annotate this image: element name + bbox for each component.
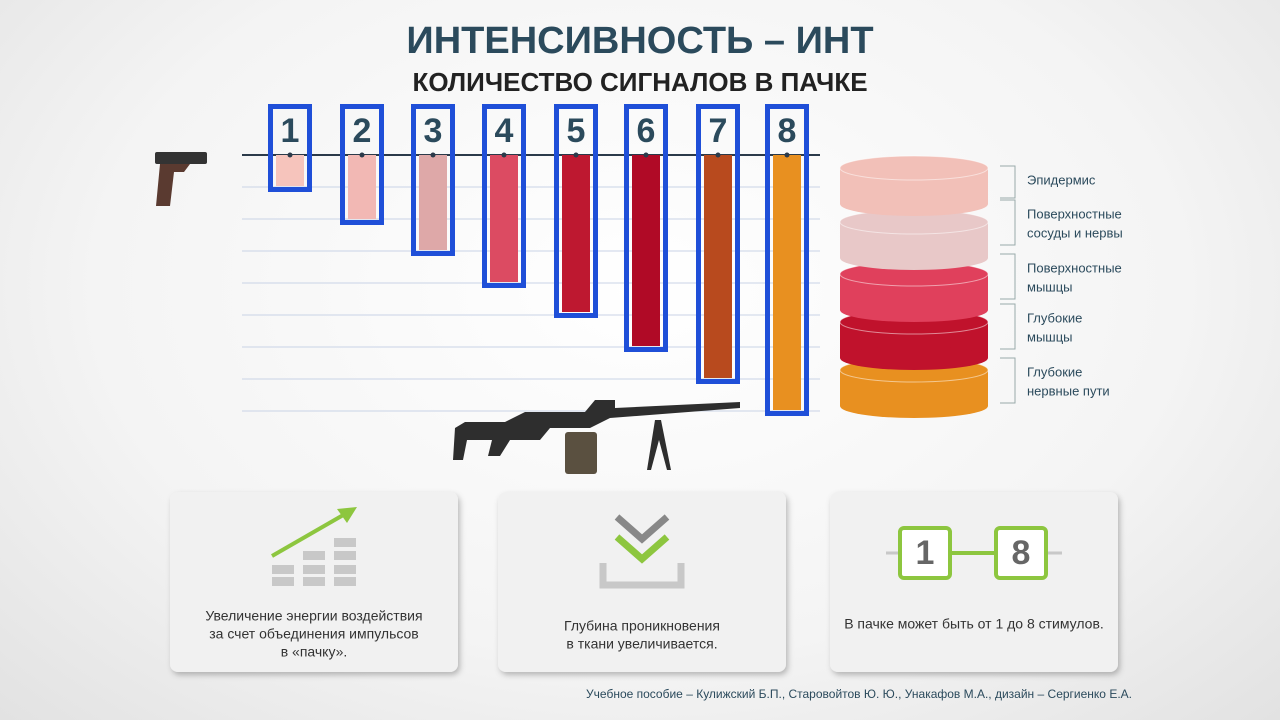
layer-bottom xyxy=(840,298,988,322)
growth-icon xyxy=(271,507,357,586)
bar-number: 5 xyxy=(567,112,586,150)
depth-icon xyxy=(599,514,685,589)
layer-label: сосуды и нервы xyxy=(1027,225,1123,240)
bar-frame xyxy=(765,104,809,416)
machine-gun-icon xyxy=(453,400,740,474)
card xyxy=(830,492,1118,672)
card-text: в ткани увеличивается. xyxy=(566,636,717,652)
layer-label: нервные пути xyxy=(1027,383,1110,398)
layer-bracket xyxy=(1000,165,1016,199)
layer-label: Поверхностные xyxy=(1027,260,1122,275)
bar-dot xyxy=(501,152,507,158)
card-text: Глубина проникновения xyxy=(564,618,720,634)
bar-number: 3 xyxy=(424,112,443,150)
card-text: за счет объединения импульсов xyxy=(209,626,419,642)
layer-label: мышцы xyxy=(1027,279,1073,294)
bar-number: 7 xyxy=(709,112,728,150)
bar-dot xyxy=(573,152,579,158)
bar-number: 1 xyxy=(281,112,300,150)
bar-frame xyxy=(340,104,384,225)
layer-label: Поверхностные xyxy=(1027,206,1122,221)
range-to: 8 xyxy=(1012,534,1031,572)
title: ИНТЕНСИВНОСТЬ – ИНТ xyxy=(406,20,873,62)
bar-dot xyxy=(430,152,436,158)
layer-label: Глубокие xyxy=(1027,310,1082,325)
bar-fill xyxy=(348,155,376,219)
layer-label: Глубокие xyxy=(1027,364,1082,379)
layer-bracket xyxy=(1000,253,1016,300)
layer-bottom xyxy=(840,192,988,216)
bar-dot xyxy=(359,152,365,158)
bar-number: 8 xyxy=(778,112,797,150)
card-text: в «пачку». xyxy=(281,644,348,660)
bar-dot xyxy=(715,152,721,158)
bar-fill xyxy=(704,155,732,378)
bar-fill xyxy=(632,155,660,346)
bar-fill xyxy=(419,155,447,250)
bar-frame xyxy=(624,104,668,352)
bar-fill xyxy=(562,155,590,312)
card-text: Увеличение энергии воздействия xyxy=(205,608,422,624)
card-texts: Увеличение энергии воздействия за счет об… xyxy=(205,608,1103,660)
credit: Учебное пособие – Кулижский Б.П., Старов… xyxy=(586,687,1132,701)
layer-bracket xyxy=(1000,303,1016,350)
range-icon: 1 8 xyxy=(886,526,1062,580)
layer-bottom xyxy=(840,246,988,270)
bar-number: 4 xyxy=(495,112,514,150)
bar-fill xyxy=(490,155,518,282)
bars: 1 2 3 4 5 6 7 8 xyxy=(268,104,809,416)
layer-label: мышцы xyxy=(1027,329,1073,344)
pistol-icon xyxy=(155,152,207,206)
layer-top xyxy=(839,155,989,181)
bar-fill xyxy=(773,155,801,410)
card-text: В пачке может быть от 1 до 8 стимулов. xyxy=(844,616,1104,632)
tissue-stack: Эпидермис Поверхностные сосуды и нервы Пове… xyxy=(839,155,1123,418)
bar-dot xyxy=(287,152,293,158)
layer-bracket xyxy=(1000,199,1016,246)
bar-number: 6 xyxy=(637,112,656,150)
layer-label: Эпидермис xyxy=(1027,172,1096,187)
bar-frame xyxy=(482,104,526,288)
layer-bottom xyxy=(840,394,988,418)
range-from: 1 xyxy=(916,534,935,572)
bar-dot xyxy=(643,152,649,158)
bar-frame xyxy=(411,104,455,256)
bar-frame xyxy=(696,104,740,384)
grid xyxy=(242,154,820,412)
bar-dot xyxy=(784,152,790,158)
bar-number: 2 xyxy=(353,112,372,150)
bar-fill xyxy=(276,155,304,186)
layer-bottom xyxy=(840,346,988,370)
subtitle: КОЛИЧЕСТВО СИГНАЛОВ В ПАЧКЕ xyxy=(412,67,867,97)
bar-frame xyxy=(554,104,598,318)
layer-bracket xyxy=(1000,357,1016,404)
bar-frame xyxy=(268,104,312,192)
